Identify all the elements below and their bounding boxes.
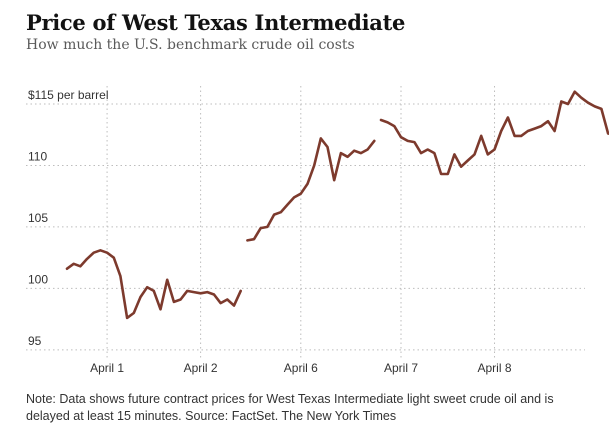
x-tick-label: April 2 <box>184 361 218 375</box>
chart-subtitle: How much the U.S. benchmark crude oil co… <box>26 37 355 53</box>
y-tick-labels: $115 per barrel 110 105 100 95 <box>28 88 109 348</box>
x-tick-labels: April 1 April 2 April 6 April 7 April 8 <box>90 361 512 375</box>
series-line <box>65 249 242 320</box>
x-tick-label: April 7 <box>384 361 418 375</box>
footnote-text: Note: Data shows future contract prices … <box>26 392 554 423</box>
price-series <box>65 90 609 320</box>
source-text: Source: FactSet. <box>185 409 279 423</box>
credit-text: The New York Times <box>281 409 397 423</box>
chart-title: Price of West Texas Intermediate <box>26 10 406 35</box>
x-tick-label: April 1 <box>90 361 124 375</box>
y-gridlines <box>26 103 585 351</box>
series-line <box>246 137 376 242</box>
y-tick-label: 105 <box>28 211 48 225</box>
y-tick-label: 95 <box>28 334 42 348</box>
y-tick-label: 110 <box>28 149 47 163</box>
x-gridlines <box>106 86 496 358</box>
series-line <box>379 90 609 176</box>
y-tick-label: 100 <box>28 272 48 286</box>
x-tick-label: April 6 <box>284 361 318 375</box>
footnote: Note: Data shows future contract prices … <box>26 391 596 425</box>
x-tick-label: April 8 <box>478 361 512 375</box>
y-tick-label: $115 per barrel <box>28 88 109 102</box>
